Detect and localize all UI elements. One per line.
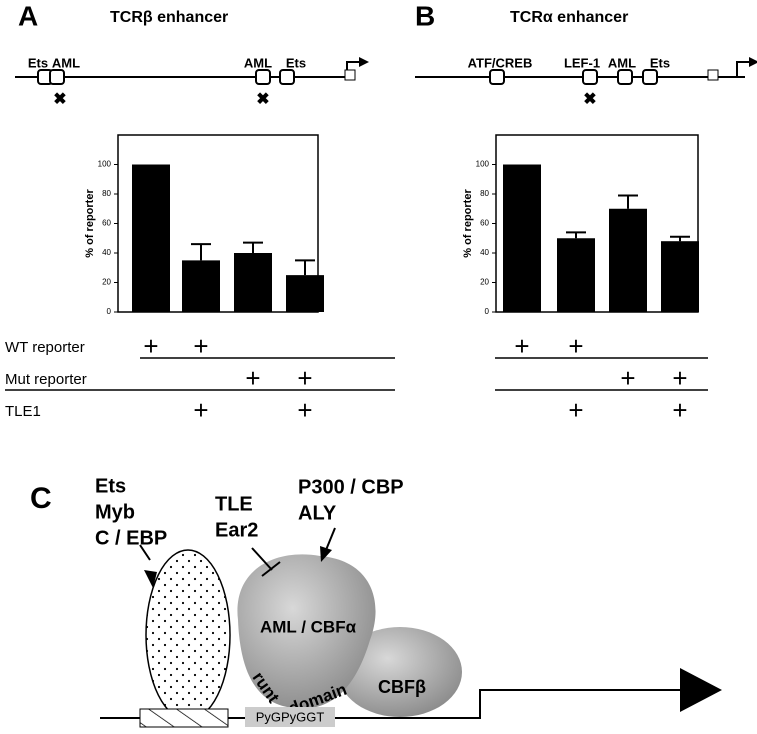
chart-title: TCRα enhancer	[510, 9, 628, 26]
bar	[286, 275, 324, 312]
condition-mark: +	[672, 395, 687, 425]
site-label: Ets	[650, 55, 670, 70]
y-tick-label: 40	[480, 248, 489, 257]
site-label: AML	[244, 55, 272, 70]
condition-mark: +	[193, 395, 208, 425]
y-tick-label: 40	[102, 248, 111, 257]
error-bar	[618, 194, 638, 209]
condition-mark: +	[245, 363, 260, 393]
error-bar	[243, 241, 263, 253]
aml-label: AML / CBFα	[260, 617, 357, 636]
factor: TLE	[215, 493, 253, 515]
error-bar	[566, 231, 586, 239]
tata	[707, 69, 719, 81]
cbfb-blob	[338, 627, 462, 717]
y-tick-label: 20	[102, 278, 111, 287]
chart-title: TCRβ enhancer	[110, 9, 228, 26]
condition-mark: +	[672, 363, 687, 393]
condition-mark: +	[297, 395, 312, 425]
bar	[503, 164, 541, 312]
factor: Ear2	[215, 519, 258, 541]
inhibit-line	[251, 547, 273, 571]
mutation-cross: ✖	[583, 91, 596, 108]
mutation-cross: ✖	[53, 91, 66, 108]
panel-label: B	[415, 0, 435, 31]
bar	[557, 238, 595, 312]
tss-arrow	[680, 668, 722, 712]
bar	[132, 164, 170, 312]
condition-mark: +	[620, 363, 635, 393]
aml-blob	[237, 554, 376, 709]
ets-dots	[146, 550, 230, 720]
factor: Myb	[95, 501, 135, 523]
site-label: ATF/CREB	[468, 55, 533, 70]
site-label: AML	[608, 55, 636, 70]
site-box	[489, 69, 505, 85]
y-tick-label: 80	[102, 189, 111, 198]
arrow	[325, 527, 336, 551]
inhibit-bar	[261, 561, 281, 577]
site-box	[642, 69, 658, 85]
factor: ALY	[298, 502, 337, 524]
site-label: PyGPyGGT	[256, 709, 325, 724]
error-bar	[191, 243, 211, 261]
factor: C / EBP	[95, 527, 167, 549]
bar	[661, 241, 699, 312]
factor: P300 / CBP	[298, 476, 404, 498]
bar	[182, 260, 220, 312]
condition-mark: +	[297, 363, 312, 393]
row-label: TLE1	[5, 403, 41, 420]
diagram-c: C Ets Myb C / EBP TLE Ear2 P300 / CBP AL…	[30, 475, 722, 728]
y-tick-label: 0	[485, 307, 490, 316]
tata	[344, 69, 356, 81]
panel-label: A	[18, 0, 38, 31]
condition-mark: +	[568, 331, 583, 361]
site-label: AML	[52, 55, 80, 70]
site-box	[617, 69, 633, 85]
site-label: Ets	[286, 55, 306, 70]
error-bar	[295, 259, 315, 276]
site-box	[255, 69, 271, 85]
bar	[609, 208, 647, 312]
ets-site-hatch	[140, 709, 228, 727]
condition-mark: +	[514, 331, 529, 361]
bar	[234, 253, 272, 312]
row-label: WT reporter	[5, 339, 85, 356]
y-tick-label: 0	[107, 307, 112, 316]
arrow	[139, 544, 151, 561]
mutation-cross: ✖	[256, 91, 269, 108]
row-label: Mut reporter	[5, 371, 87, 388]
tss-arrow	[736, 61, 753, 77]
y-axis-label: % of reporter	[462, 189, 474, 258]
condition-mark: +	[568, 395, 583, 425]
y-tick-label: 100	[476, 160, 490, 169]
arrow-head	[144, 570, 157, 588]
tss-head	[749, 57, 757, 67]
condition-mark: +	[143, 331, 158, 361]
y-tick-label: 60	[102, 219, 111, 228]
site-box	[279, 69, 295, 85]
arrow-head	[320, 546, 332, 562]
y-tick-label: 60	[480, 219, 489, 228]
y-axis-label: % of reporter	[84, 189, 96, 258]
y-tick-label: 80	[480, 189, 489, 198]
y-tick-label: 100	[98, 160, 112, 169]
condition-mark: +	[193, 331, 208, 361]
aml-site	[245, 707, 335, 727]
panel-label: C	[30, 482, 52, 515]
site-label: Ets	[28, 55, 48, 70]
site-box	[49, 69, 65, 85]
factor: Ets	[95, 475, 126, 497]
site-box	[582, 69, 598, 85]
error-bar	[670, 235, 690, 242]
cbfb-label: CBFβ	[378, 677, 426, 697]
tss-head	[359, 57, 369, 67]
y-tick-label: 20	[480, 278, 489, 287]
site-label: LEF-1	[564, 55, 600, 70]
